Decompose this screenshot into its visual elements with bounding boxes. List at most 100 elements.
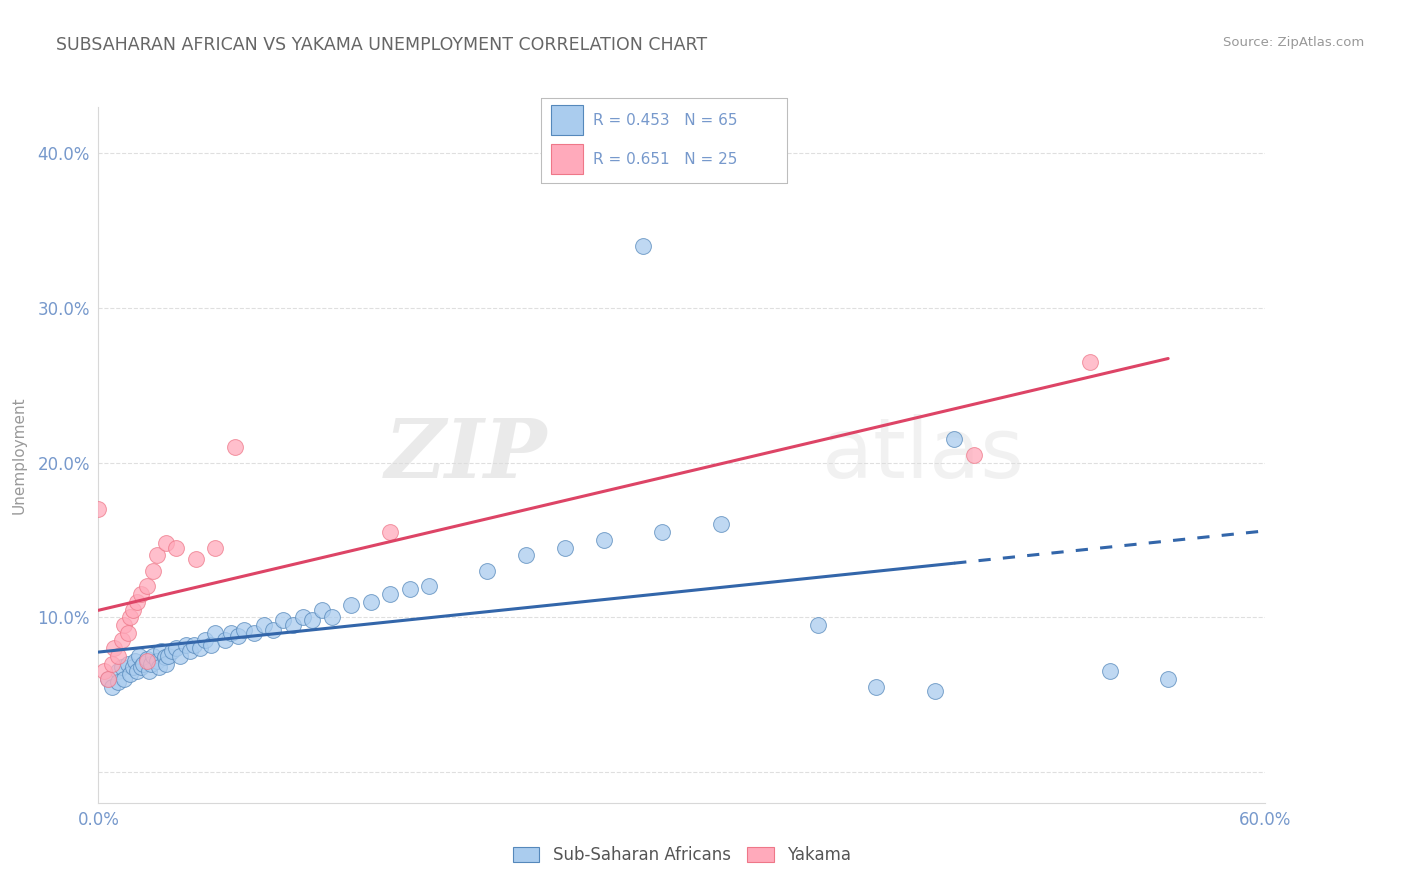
Point xyxy=(194,633,217,648)
Point xyxy=(107,675,129,690)
Point xyxy=(214,633,236,648)
Point xyxy=(139,657,162,671)
Point xyxy=(97,672,120,686)
Point xyxy=(112,618,135,632)
Point xyxy=(631,239,654,253)
Point xyxy=(418,579,440,593)
Point xyxy=(200,638,222,652)
Point xyxy=(136,579,159,593)
Point xyxy=(97,672,120,686)
Point xyxy=(228,629,250,643)
Point xyxy=(129,659,152,673)
Point xyxy=(188,641,211,656)
Point xyxy=(807,618,830,632)
Point xyxy=(165,641,187,656)
Text: R = 0.651   N = 25: R = 0.651 N = 25 xyxy=(593,152,737,167)
Point xyxy=(148,659,170,673)
Point xyxy=(224,440,246,454)
Point xyxy=(157,648,180,663)
Point xyxy=(165,541,187,555)
Point xyxy=(93,665,115,679)
Point xyxy=(87,502,110,516)
Point xyxy=(136,654,159,668)
Point xyxy=(301,613,323,627)
Point xyxy=(118,610,141,624)
Point xyxy=(129,587,152,601)
Point xyxy=(360,595,382,609)
Point xyxy=(153,650,176,665)
Point xyxy=(962,448,984,462)
Point xyxy=(943,433,966,447)
Point xyxy=(174,638,197,652)
Point xyxy=(398,582,420,597)
Point xyxy=(1080,355,1102,369)
Text: SUBSAHARAN AFRICAN VS YAKAMA UNEMPLOYMENT CORRELATION CHART: SUBSAHARAN AFRICAN VS YAKAMA UNEMPLOYMEN… xyxy=(56,36,707,54)
Text: Source: ZipAtlas.com: Source: ZipAtlas.com xyxy=(1223,36,1364,49)
Point xyxy=(184,551,207,566)
Point xyxy=(117,657,139,671)
Point xyxy=(1098,665,1121,679)
Point xyxy=(111,659,134,673)
Point xyxy=(118,667,141,681)
Point xyxy=(477,564,499,578)
Point xyxy=(112,672,135,686)
Point xyxy=(155,657,177,671)
Point xyxy=(122,602,145,616)
Point xyxy=(127,665,149,679)
Point xyxy=(380,525,402,540)
Text: atlas: atlas xyxy=(823,415,1024,495)
Point xyxy=(183,638,205,652)
Point xyxy=(128,648,150,663)
Point xyxy=(243,625,266,640)
Bar xyxy=(551,105,583,136)
Point xyxy=(321,610,343,624)
Point xyxy=(111,633,134,648)
Point xyxy=(146,549,169,563)
Point xyxy=(204,625,226,640)
Point xyxy=(142,564,165,578)
Point xyxy=(380,587,402,601)
Legend: Sub-Saharan Africans, Yakama: Sub-Saharan Africans, Yakama xyxy=(506,839,858,871)
Point xyxy=(136,652,159,666)
Point xyxy=(865,680,887,694)
Point xyxy=(311,602,333,616)
Point xyxy=(179,644,201,658)
Point xyxy=(593,533,616,547)
Point xyxy=(219,625,242,640)
Text: ZIP: ZIP xyxy=(385,415,548,495)
Point xyxy=(149,644,172,658)
Text: R = 0.453   N = 65: R = 0.453 N = 65 xyxy=(593,112,738,128)
Point xyxy=(554,541,576,555)
Point xyxy=(515,549,537,563)
Point xyxy=(253,618,276,632)
Point xyxy=(340,598,363,612)
Point xyxy=(127,595,149,609)
Point xyxy=(124,654,146,668)
Point xyxy=(262,623,284,637)
Point xyxy=(169,648,191,663)
Point xyxy=(101,657,124,671)
Point xyxy=(117,625,139,640)
Point xyxy=(138,665,160,679)
Point xyxy=(281,618,304,632)
Point xyxy=(103,641,125,656)
Point xyxy=(291,610,314,624)
Point xyxy=(710,517,733,532)
Point xyxy=(142,648,165,663)
Point xyxy=(1157,672,1180,686)
Point xyxy=(204,541,226,555)
Point xyxy=(132,657,155,671)
Point xyxy=(651,525,673,540)
Point xyxy=(155,536,177,550)
Y-axis label: Unemployment: Unemployment xyxy=(11,396,27,514)
Point xyxy=(122,659,145,673)
Point xyxy=(107,665,129,679)
Point xyxy=(162,644,184,658)
Point xyxy=(107,648,129,663)
Point xyxy=(146,654,169,668)
Point xyxy=(271,613,294,627)
Point xyxy=(101,680,124,694)
Bar xyxy=(551,144,583,175)
Point xyxy=(924,684,946,698)
Point xyxy=(233,623,256,637)
